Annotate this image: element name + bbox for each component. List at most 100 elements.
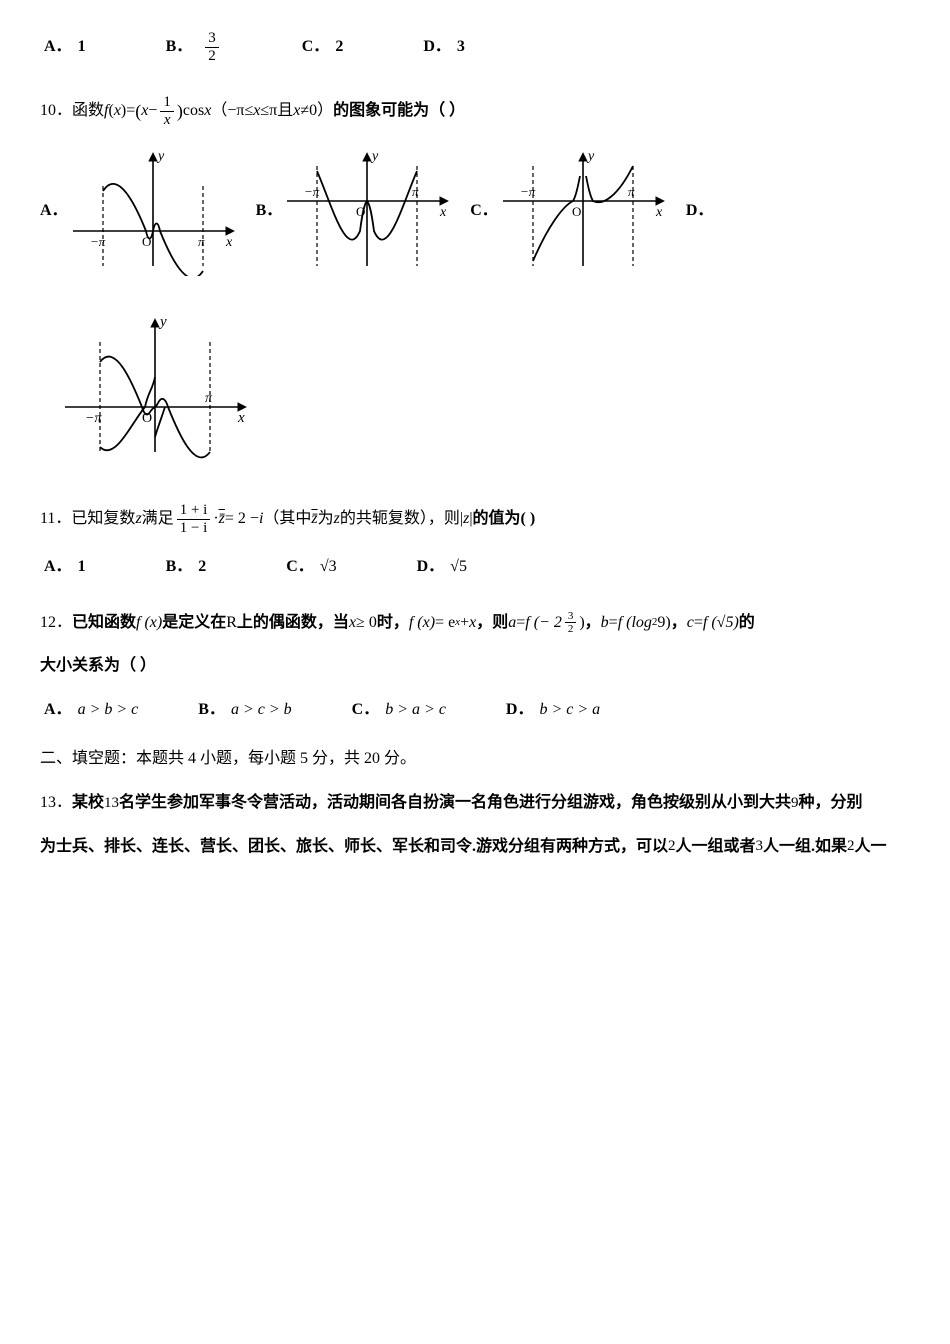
graph-d: y x O −π π: [60, 312, 250, 462]
fraction-denominator: 1 − i: [177, 520, 211, 537]
and: 且: [277, 98, 293, 124]
q11-stem: 11． 已知复数 z 满足 1 + i 1 − i · z̄ = 2 − i （…: [40, 502, 910, 536]
option-value: b > c > a: [539, 701, 600, 718]
origin-label: O: [356, 204, 365, 219]
tick-neg-pi: −π: [304, 184, 320, 199]
graph-c: y x O −π π: [498, 146, 668, 276]
tick-pi: π: [198, 234, 205, 249]
option-label: A．: [44, 558, 72, 575]
ne: ≠: [300, 98, 309, 124]
q11-opt-b: B．2: [166, 554, 207, 580]
q11-opt-c: C．√3: [286, 554, 336, 580]
text: ，则: [476, 610, 508, 636]
text: 某校: [72, 790, 104, 816]
axis-label-y: y: [156, 149, 165, 164]
equals: = e: [435, 610, 455, 636]
question-number: 10．: [40, 98, 72, 124]
q12-stem: 12． 已知函数 f (x) 是定义在 R 上的偶函数，当 x ≥ 0 时， f…: [40, 610, 910, 636]
q12-stem-line2: 大小关系为（ ）: [40, 653, 910, 679]
fraction-denominator: 2: [565, 623, 577, 635]
q12-opt-d: D． b > c > a: [506, 697, 600, 723]
fraction: 1 x: [160, 94, 174, 128]
math-x: x: [349, 610, 356, 636]
equals: = 2 −: [225, 506, 259, 532]
text: 名学生参加军事冬令营活动，活动期间各自扮演一名角色进行分组游戏，角色按级别从小到…: [119, 790, 791, 816]
math-x: x: [114, 98, 121, 124]
fraction-numerator: 3: [205, 30, 219, 48]
ge0: ≥ 0: [356, 610, 377, 636]
q12-options: A．a > b > c B．a > c > b C．b > a > c D．b …: [44, 697, 910, 723]
text: 满足: [142, 506, 174, 532]
tick-neg-pi: −π: [90, 234, 106, 249]
neg-pi: −π: [227, 98, 244, 124]
option-label: B．: [166, 558, 193, 575]
tick-neg-pi: −π: [520, 184, 536, 199]
num-3: 3: [756, 834, 764, 858]
paren: ）: [317, 98, 333, 124]
option-value: 3: [457, 38, 465, 55]
text: 已知函数: [72, 610, 136, 636]
option-label: C．: [352, 701, 380, 718]
text: 为: [318, 506, 334, 532]
option-label: C．: [470, 198, 498, 224]
option-label: D．: [423, 38, 451, 55]
q10-stem: 10． 函数 f ( x ) = ( x − 1 x ) cos x （ −π …: [40, 94, 910, 128]
num-9: 9: [791, 791, 799, 815]
q11-options: A．1 B．2 C．√3 D．√5: [44, 554, 910, 580]
fraction-denominator: 2: [205, 48, 219, 65]
q9-options: A． 1 B． 3 2 C． 2 D． 3: [44, 30, 910, 64]
option-label: D．: [417, 558, 445, 575]
le: ≤: [260, 98, 269, 124]
text: 的共轭复数），则: [340, 506, 460, 532]
option-label: C．: [302, 38, 330, 55]
q10-graph-options: A． y x O −π π B．: [40, 146, 910, 276]
option-label: A．: [44, 701, 72, 718]
text: 函数: [72, 98, 104, 124]
text: ，: [671, 610, 687, 636]
tick-neg-pi: −π: [85, 411, 102, 426]
option-label: D．: [506, 701, 534, 718]
math-x: x: [204, 98, 211, 124]
axis-label-x: x: [439, 205, 447, 220]
axis-label-y: y: [158, 314, 167, 330]
fraction-numerator: 3: [565, 610, 577, 623]
math-R: R: [226, 610, 237, 636]
fraction-numerator: 1: [160, 94, 174, 112]
origin-label: O: [142, 234, 151, 249]
num-2: 2: [847, 834, 855, 858]
text: 为士兵、排长、连长、营长、团长、旅长、师长、军长和司令.游戏分组有两种方式，可以: [40, 834, 668, 860]
equals: =: [126, 98, 135, 124]
option-value: 1: [78, 38, 86, 55]
axis-label-x: x: [237, 410, 245, 426]
q12-opt-c: C．b > a > c: [352, 697, 446, 723]
math-c: c: [687, 610, 694, 636]
option-label: A．: [40, 198, 68, 224]
fraction-denominator: x: [160, 112, 174, 129]
q9-opt-a: A． 1: [44, 34, 86, 60]
q9-opt-d: D． 3: [423, 34, 465, 60]
option-label: A．: [44, 38, 72, 55]
pi: π: [269, 98, 277, 124]
text: 是定义在: [162, 610, 226, 636]
option-value: √3: [320, 558, 337, 575]
question-number: 11．: [40, 506, 71, 532]
option-label: B．: [198, 701, 225, 718]
origin-label: O: [142, 411, 152, 426]
question-number: 13．: [40, 790, 72, 816]
q12-opt-a: A．a > b > c: [44, 697, 138, 723]
text: 人一组或者: [676, 834, 756, 860]
q9-opt-b: B． 3 2: [166, 30, 222, 64]
fsqrt: f (√5): [703, 610, 739, 636]
equals: =: [694, 610, 703, 636]
math-x: x: [141, 98, 148, 124]
math-x: x: [253, 98, 260, 124]
math-fx: f (x): [136, 610, 162, 636]
graph-a: y x O −π π: [68, 146, 238, 276]
section-2-heading: 二、填空题：本题共 4 小题，每小题 5 分，共 20 分。: [40, 746, 910, 772]
q13-line1: 13． 某校 13 名学生参加军事冬令营活动，活动期间各自扮演一名角色进行分组游…: [40, 790, 910, 816]
plus: +: [460, 610, 469, 636]
text: 上的偶函数，当: [237, 610, 349, 636]
option-value: 2: [335, 38, 343, 55]
option-label: B．: [166, 38, 193, 55]
fraction: 3 2: [205, 30, 219, 64]
